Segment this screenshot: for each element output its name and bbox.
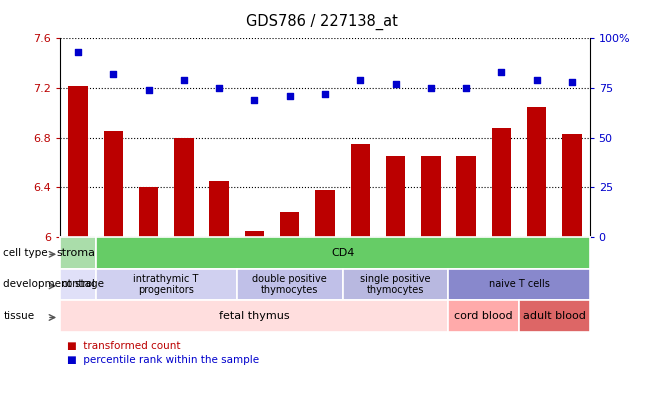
Text: fetal thymus: fetal thymus	[219, 311, 289, 321]
Text: ■  percentile rank within the sample: ■ percentile rank within the sample	[67, 355, 259, 365]
Point	[143, 87, 154, 93]
Bar	[350, 144, 370, 237]
Bar	[68, 85, 88, 237]
Point	[249, 97, 260, 103]
Text: control: control	[61, 279, 95, 289]
Point	[425, 85, 436, 91]
Text: single positive
thymocytes: single positive thymocytes	[360, 273, 431, 295]
Bar	[104, 132, 123, 237]
Bar	[492, 128, 511, 237]
Text: GDS786 / 227138_at: GDS786 / 227138_at	[246, 14, 397, 30]
Bar	[280, 212, 299, 237]
Bar	[316, 190, 334, 237]
Text: tissue: tissue	[3, 311, 34, 321]
Point	[178, 77, 189, 83]
Point	[108, 71, 119, 77]
Point	[531, 77, 542, 83]
Text: intrathymic T
progenitors: intrathymic T progenitors	[133, 273, 199, 295]
Text: double positive
thymocytes: double positive thymocytes	[253, 273, 327, 295]
Text: cell type: cell type	[3, 248, 48, 258]
Point	[284, 93, 295, 99]
Point	[72, 49, 83, 55]
Bar	[174, 138, 194, 237]
Bar	[386, 156, 405, 237]
Point	[496, 69, 507, 75]
Bar	[421, 156, 440, 237]
Text: stromal: stromal	[57, 248, 99, 258]
Bar	[245, 231, 264, 237]
Text: naive T cells: naive T cells	[488, 279, 549, 289]
Text: CD4: CD4	[331, 248, 354, 258]
Bar	[562, 134, 582, 237]
Point	[320, 91, 330, 97]
Point	[355, 77, 366, 83]
Text: ■  transformed count: ■ transformed count	[67, 341, 180, 351]
Bar	[139, 187, 158, 237]
Point	[214, 85, 224, 91]
Point	[390, 81, 401, 87]
Point	[461, 85, 472, 91]
Bar	[456, 156, 476, 237]
Point	[567, 79, 578, 85]
Bar	[527, 107, 546, 237]
Text: development stage: development stage	[3, 279, 105, 289]
Bar	[210, 181, 228, 237]
Text: adult blood: adult blood	[523, 311, 586, 321]
Text: cord blood: cord blood	[454, 311, 513, 321]
